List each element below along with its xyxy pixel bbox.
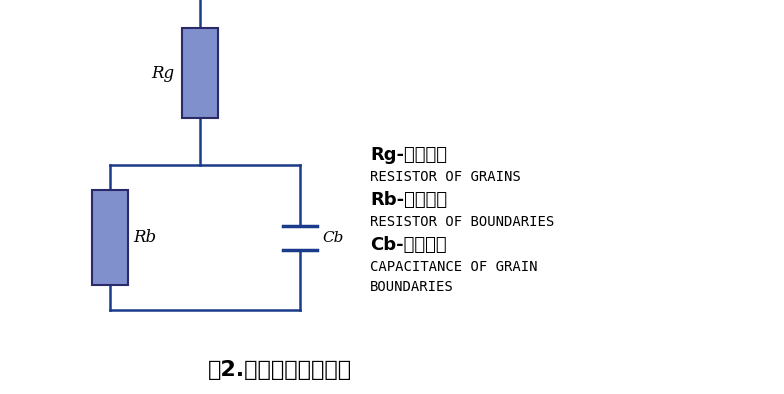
Text: Cb-晶界电容: Cb-晶界电容 [370, 236, 447, 254]
Text: CAPACITANCE OF GRAIN: CAPACITANCE OF GRAIN [370, 260, 538, 274]
Bar [182, 28, 218, 118]
Text: Cb: Cb [322, 230, 343, 245]
Text: 图2.压敏电阻等效电路: 图2.压敏电阻等效电路 [208, 360, 352, 380]
Text: Rb: Rb [133, 229, 156, 246]
Text: RESISTOR OF BOUNDARIES: RESISTOR OF BOUNDARIES [370, 215, 554, 229]
Bar [92, 190, 128, 285]
Text: Rg-晶粒电阻: Rg-晶粒电阻 [370, 146, 447, 164]
Text: Rg: Rg [151, 65, 174, 82]
Text: BOUNDARIES: BOUNDARIES [370, 280, 454, 294]
Text: RESISTOR OF GRAINS: RESISTOR OF GRAINS [370, 170, 521, 184]
Text: Rb-晶界电阻: Rb-晶界电阻 [370, 191, 447, 209]
